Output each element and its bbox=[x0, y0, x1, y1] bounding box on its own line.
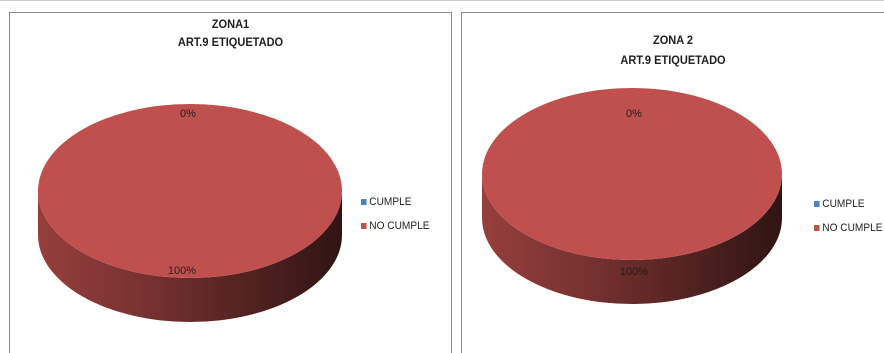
top-border bbox=[0, 0, 884, 1]
legend-label-cumple: CUMPLE bbox=[822, 198, 865, 210]
legend-item-cumple: CUMPLE bbox=[361, 194, 429, 210]
legend-swatch-cumple bbox=[361, 199, 367, 205]
pie-slice-no-cumple bbox=[38, 104, 342, 278]
data-label-cumple: 0% bbox=[626, 108, 642, 120]
chart-subtitle: ART.9 ETIQUETADO bbox=[620, 53, 726, 67]
legend-item-no-cumple: NO CUMPLE bbox=[361, 218, 429, 234]
data-label-no-cumple: 100% bbox=[168, 265, 196, 277]
legend-swatch-cumple bbox=[814, 201, 820, 207]
data-label-cumple: 0% bbox=[180, 108, 196, 120]
legend-swatch-no-cumple bbox=[814, 225, 820, 231]
pie-chart-zona1: 0% 100% bbox=[38, 104, 342, 322]
pie-slice-side-no-cumple bbox=[482, 174, 782, 304]
chart-panel-zona2: ZONA 2 ART.9 ETIQUETADO 0% 100% CUMPLE NO… bbox=[461, 12, 884, 353]
chart-title: ZONA 2 bbox=[652, 33, 694, 47]
legend-zona1: CUMPLE NO CUMPLE bbox=[361, 194, 435, 242]
legend-label-no-cumple: NO CUMPLE bbox=[369, 220, 430, 232]
pie-chart-zona2: 0% 100% bbox=[482, 88, 782, 304]
legend-swatch-no-cumple bbox=[361, 223, 367, 229]
legend-zona2: CUMPLE NO CUMPLE bbox=[814, 196, 884, 244]
legend-item-no-cumple: NO CUMPLE bbox=[814, 220, 882, 236]
chart-panel-zona1: ZONA1 ART.9 ETIQUETADO 0% 100% CUMPLE NO … bbox=[9, 12, 452, 353]
legend-label-no-cumple: NO CUMPLE bbox=[822, 222, 883, 234]
pie-slice-side-no-cumple bbox=[38, 191, 342, 322]
pie-slice-no-cumple bbox=[482, 88, 782, 260]
legend-label-cumple: CUMPLE bbox=[369, 196, 412, 208]
chart-title: ZONA1 bbox=[211, 17, 250, 31]
data-label-no-cumple: 100% bbox=[620, 266, 648, 278]
chart-subtitle: ART.9 ETIQUETADO bbox=[177, 35, 284, 49]
legend-item-cumple: CUMPLE bbox=[814, 196, 882, 212]
